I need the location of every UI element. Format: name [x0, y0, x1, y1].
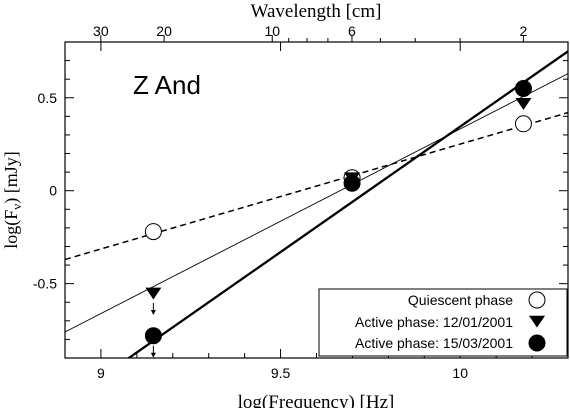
top-tick-label: 6 [348, 23, 356, 39]
x-tick-label: 10 [452, 365, 468, 381]
data-points [144, 79, 532, 358]
legend-box [318, 288, 568, 357]
legend-markers [528, 291, 546, 352]
point-open-circle [514, 115, 532, 133]
y-axis-label-main: log(F [1, 210, 22, 249]
point-filled-circle [514, 79, 532, 97]
fit-line-dashed [65, 111, 568, 261]
legend-marker-filled-circle [528, 334, 546, 352]
fit-line-thick [126, 50, 568, 358]
point-down-triangle [515, 98, 532, 110]
legend-label-active-2: Active phase: 15/03/2001 [355, 335, 513, 351]
y-tick-label: -0.5 [33, 276, 57, 292]
legend-label-quiescent: Quiescent phase [408, 292, 513, 308]
upper-limit-arrow-head [150, 352, 156, 358]
point-open-circle [144, 223, 162, 241]
point-down-triangle [145, 287, 162, 300]
top-axis-ticks: 30 20 10 6 2 [93, 23, 527, 42]
y-tick-label: 0.5 [38, 90, 58, 106]
point-filled-circle [343, 174, 361, 192]
upper-limit-arrow-head [150, 309, 156, 315]
legend-marker-open-circle [528, 291, 546, 309]
annotation-label: Z And [133, 70, 201, 100]
x-tick-label: 9.5 [271, 365, 291, 381]
point-filled-circle [144, 327, 162, 345]
top-tick-label: 10 [264, 23, 280, 39]
top-axis-label: Wavelength [cm] [251, 1, 382, 22]
y-axis-label-tail: ) [mJy] [1, 151, 22, 204]
top-tick-label: 2 [519, 23, 527, 39]
y-axis-label: log(Fν) [mJy] [1, 151, 24, 248]
legend-marker-down-triangle [529, 315, 545, 328]
x-tick-label: 9 [97, 365, 105, 381]
legend: Quiescent phase Active phase: 12/01/2001… [318, 288, 568, 357]
x-axis-label: log(Frequency) [Hz] [238, 392, 395, 408]
y-tick-label: 0 [49, 183, 57, 199]
top-tick-label: 30 [93, 23, 109, 39]
y-axis-label-subscript: ν [9, 204, 24, 210]
legend-label-active-1: Active phase: 12/01/2001 [355, 314, 513, 330]
top-tick-label: 20 [156, 23, 172, 39]
